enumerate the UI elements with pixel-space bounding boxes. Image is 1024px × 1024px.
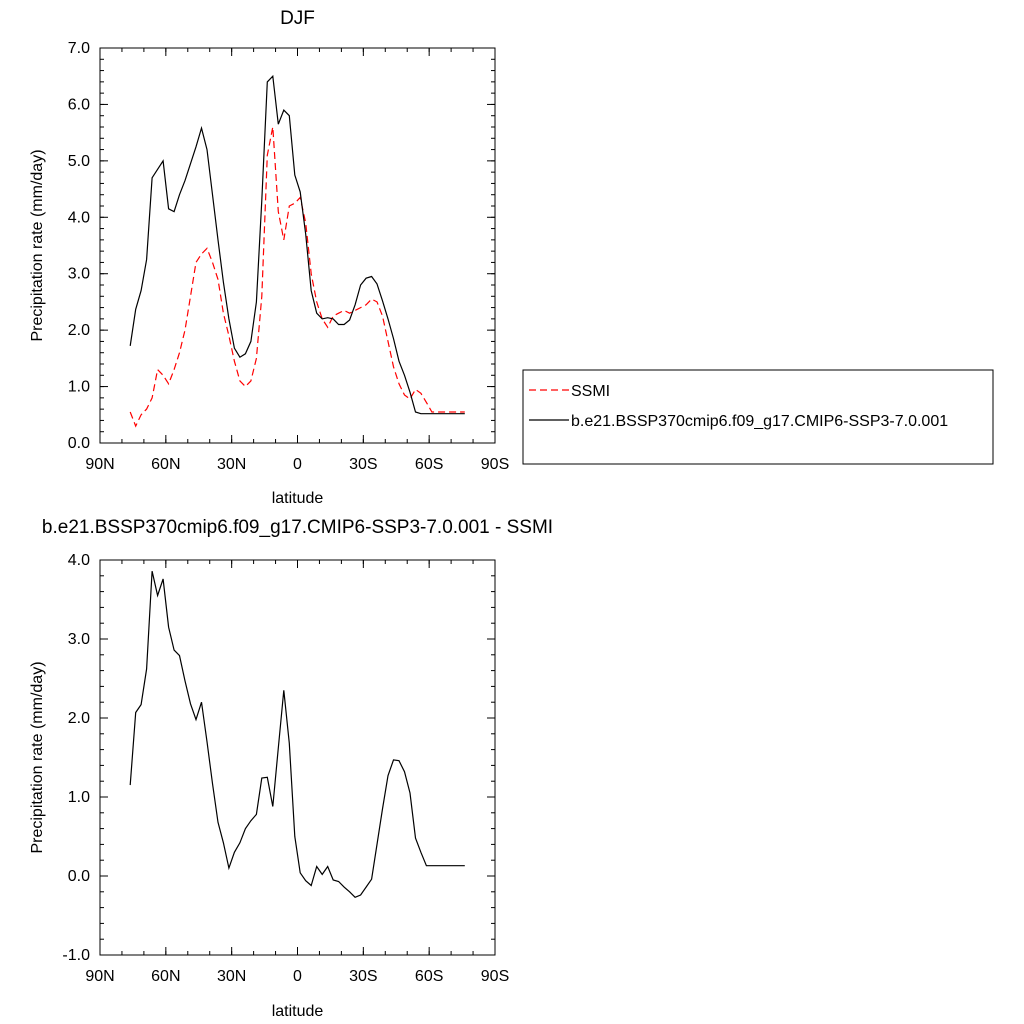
x-axis-label: latitude (272, 490, 324, 507)
y-tick-label: 1.0 (68, 789, 90, 806)
y-tick-label: 3.0 (68, 631, 90, 648)
x-tick-label: 30N (217, 968, 246, 985)
x-axis-label: latitude (272, 1003, 324, 1020)
legend-entry-label: SSMI (571, 383, 610, 400)
x-tick-label: 0 (293, 968, 302, 985)
x-tick-label: 60S (415, 968, 443, 985)
x-tick-label: 90N (85, 456, 114, 473)
y-tick-label: 1.0 (68, 379, 90, 396)
x-tick-label: 60N (151, 456, 180, 473)
chart-title: DJF (280, 8, 315, 29)
y-tick-label: 4.0 (68, 552, 90, 569)
legend-box (522, 369, 994, 465)
x-tick-label: 90S (481, 456, 509, 473)
y-tick-label: 7.0 (68, 40, 90, 57)
y-tick-label: 2.0 (68, 710, 90, 727)
y-tick-label: 5.0 (68, 153, 90, 170)
plot-frame (99, 47, 496, 444)
series-line-ssmi (129, 126, 465, 428)
chart-2: b.e21.BSSP370cmip6.f09_g17.CMIP6-SSP3-7.… (29, 517, 553, 1020)
x-tick-label: 30S (349, 456, 377, 473)
chart-1: DJF 0.0 1.0 2.0 3.0 4.0 5.0 6.0 7.0 90N 60N 30N 0 30S… (29, 8, 994, 507)
series-line-b-e21-bssp370cmip6-f09-g17-cmip6-ssp3-7-0-001 (129, 74, 465, 415)
chart-title: b.e21.BSSP370cmip6.f09_g17.CMIP6-SSP3-7.… (42, 517, 553, 538)
plot-frame (99, 559, 496, 956)
series-line-difference (129, 570, 465, 899)
y-tick-label: 0.0 (68, 868, 90, 885)
x-tick-label: 60N (151, 968, 180, 985)
legend-entry-label: b.e21.BSSP370cmip6.f09_g17.CMIP6-SSP3-7.… (571, 413, 948, 430)
x-tick-label: 60S (415, 456, 443, 473)
x-tick-label: 30S (349, 968, 377, 985)
x-tick-label: 0 (293, 456, 302, 473)
y-tick-label: 6.0 (68, 96, 90, 113)
y-tick-label: -1.0 (62, 947, 90, 964)
y-axis-label: Precipitation rate (mm/day) (29, 149, 46, 341)
x-tick-label: 90N (85, 968, 114, 985)
y-tick-label: 2.0 (68, 322, 90, 339)
x-tick-label: 90S (481, 968, 509, 985)
legend: SSMI b.e21.BSSP370cmip6.f09_g17.CMIP6-SSP… (522, 369, 994, 465)
y-tick-label: 3.0 (68, 266, 90, 283)
x-tick-label: 30N (217, 456, 246, 473)
y-tick-label: 4.0 (68, 209, 90, 226)
y-tick-label: 0.0 (68, 435, 90, 452)
y-axis-label: Precipitation rate (mm/day) (29, 661, 46, 853)
